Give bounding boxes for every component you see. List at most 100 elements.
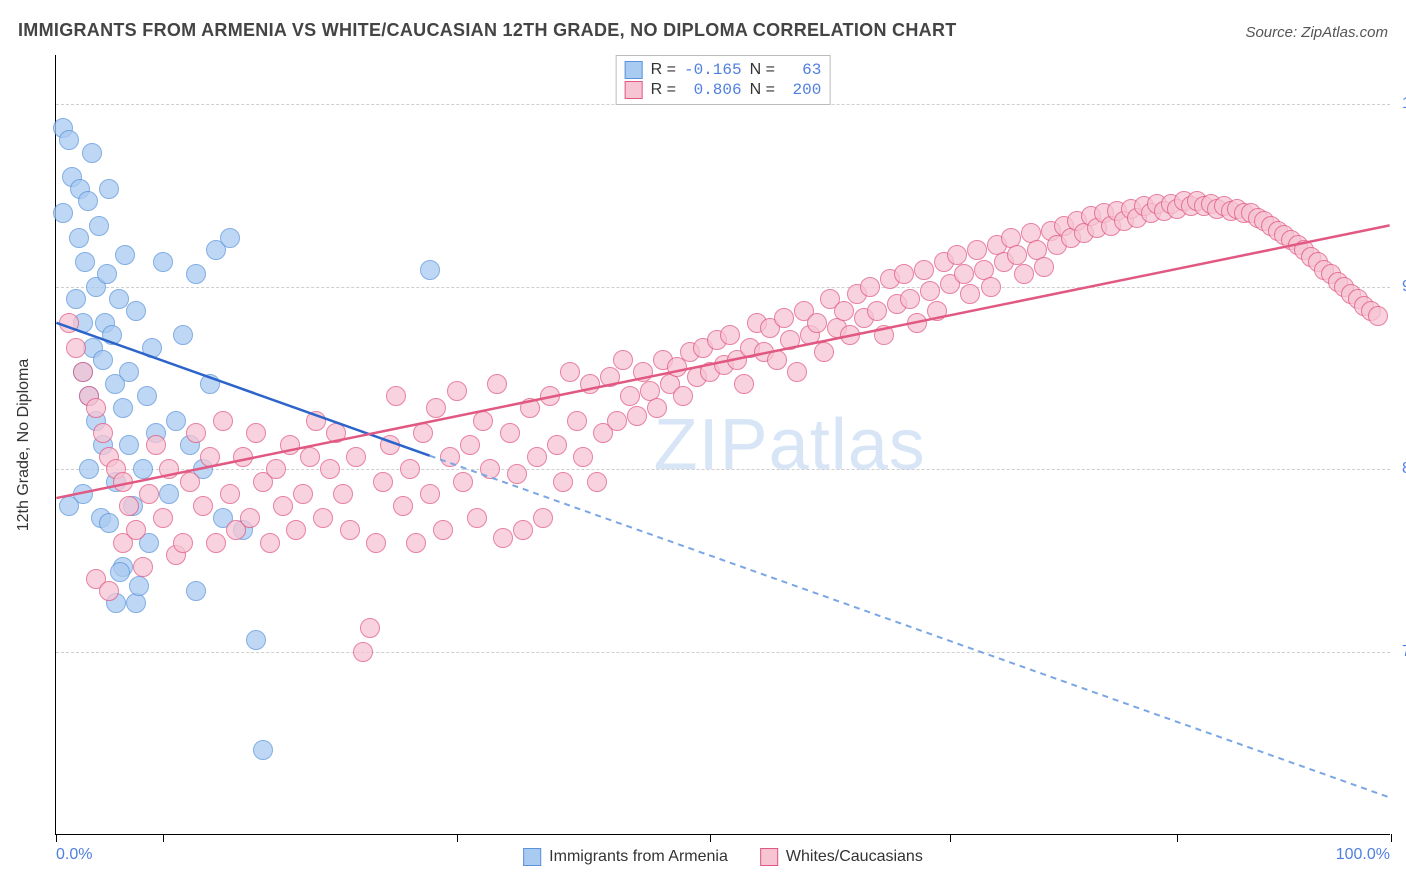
data-point [73,362,93,382]
data-point [620,386,640,406]
legend-series-item: Immigrants from Armenia [523,848,728,866]
data-point [453,472,473,492]
data-point [807,313,827,333]
data-point [273,496,293,516]
data-point [253,740,273,760]
data-point [153,508,173,528]
legend-r-label: R = [651,60,676,80]
x-axis-label-max: 100.0% [1336,846,1390,864]
watermark: ZIPatlas [654,404,926,486]
data-point [647,398,667,418]
data-point [139,484,159,504]
y-tick-label: 85.0% [1402,460,1406,478]
data-point [159,484,179,504]
data-point [560,362,580,382]
data-point [360,618,380,638]
data-point [787,362,807,382]
data-point [627,406,647,426]
data-point [186,581,206,601]
data-point [200,447,220,467]
data-point [954,264,974,284]
data-point [927,301,947,321]
data-point [447,381,467,401]
y-axis-title: 12th Grade, No Diploma [15,358,33,531]
trend-line-dashed [430,456,1390,798]
legend-swatch [760,848,778,866]
data-point [66,289,86,309]
data-point [93,350,113,370]
data-point [426,398,446,418]
data-point [553,472,573,492]
data-point [78,191,98,211]
data-point [947,245,967,265]
data-point [507,464,527,484]
data-point [126,593,146,613]
x-tick [457,834,458,842]
data-point [587,472,607,492]
data-point [440,447,460,467]
data-point [607,411,627,431]
data-point [153,252,173,272]
data-point [113,472,133,492]
data-point [400,459,420,479]
data-point [780,330,800,350]
scatter-plot: ZIPatlas 12th Grade, No Diploma 0.0% 100… [55,55,1390,835]
data-point [894,264,914,284]
x-tick [56,834,57,842]
data-point [907,313,927,333]
data-point [266,459,286,479]
data-point [547,435,567,455]
chart-title: IMMIGRANTS FROM ARMENIA VS WHITE/CAUCASI… [18,20,957,41]
x-tick [1391,834,1392,842]
gridline [56,652,1390,653]
data-point [366,533,386,553]
data-point [413,423,433,443]
data-point [186,423,206,443]
data-point [246,630,266,650]
data-point [406,533,426,553]
data-point [246,423,266,443]
legend-n-value: 200 [783,80,821,100]
data-point [467,508,487,528]
data-point [166,411,186,431]
data-point [1034,257,1054,277]
legend-swatch [625,81,643,99]
data-point [333,484,353,504]
legend-r-value: 0.806 [684,80,742,100]
data-point [840,325,860,345]
data-point [93,423,113,443]
data-point [193,496,213,516]
data-point [97,264,117,284]
data-point [180,472,200,492]
data-point [393,496,413,516]
data-point [513,520,533,540]
legend-n-label: N = [750,60,775,80]
data-point [433,520,453,540]
data-point [960,284,980,304]
data-point [1014,264,1034,284]
source-label: Source: ZipAtlas.com [1245,24,1388,41]
data-point [280,435,300,455]
trend-lines [56,55,1390,834]
y-tick-label: 100.0% [1402,95,1406,113]
data-point [480,459,500,479]
data-point [380,435,400,455]
data-point [600,367,620,387]
x-tick [950,834,951,842]
data-point [353,642,373,662]
legend-r-value: -0.165 [684,60,742,80]
data-point [293,484,313,504]
data-point [306,411,326,431]
legend-r-label: R = [651,80,676,100]
data-point [59,130,79,150]
data-point [914,260,934,280]
data-point [66,338,86,358]
legend-correlation-row: R = 0.806 N = 200 [625,80,822,100]
gridline [56,469,1390,470]
data-point [142,338,162,358]
legend-swatch [625,61,643,79]
data-point [59,496,79,516]
x-tick [710,834,711,842]
data-point [53,203,73,223]
data-point [99,513,119,533]
